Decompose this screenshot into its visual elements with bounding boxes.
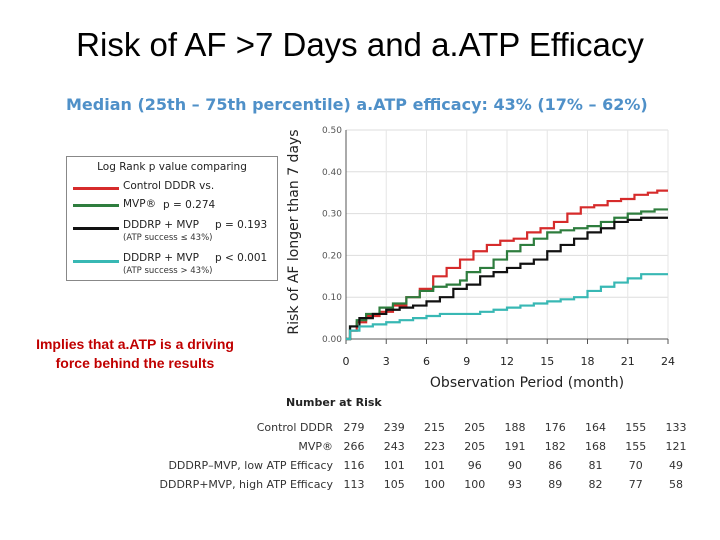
x-tick-label: 0 (343, 355, 350, 368)
risk-cell: 70 (629, 459, 643, 472)
x-tick-label: 6 (423, 355, 430, 368)
risk-cell: 188 (505, 421, 526, 434)
risk-cell: 96 (468, 459, 482, 472)
legend-header: Log Rank p value comparing (97, 161, 247, 173)
risk-cell: 105 (384, 478, 405, 491)
risk-cell: 116 (344, 459, 365, 472)
legend-mvp-pvalue: p = 0.274 (163, 199, 216, 211)
series-line-3 (346, 273, 668, 341)
risk-cell: 49 (669, 459, 683, 472)
legend-low-atp-label: DDDRP + MVP (123, 219, 199, 231)
risk-cell: 182 (545, 440, 566, 453)
risk-cell: 133 (666, 421, 687, 434)
x-tick-label: 21 (621, 355, 635, 368)
risk-cell: 243 (384, 440, 405, 453)
x-tick-label: 9 (463, 355, 470, 368)
legend-high-atp-pvalue: p < 0.001 (215, 252, 268, 264)
risk-cell: 176 (545, 421, 566, 434)
y-tick-label: 0.00 (322, 335, 342, 345)
chart-legend: Log Rank p value comparing Control DDDR … (66, 156, 278, 281)
y-tick-label: 0.20 (322, 251, 342, 261)
risk-cell: 82 (589, 478, 603, 491)
slide-title: Risk of AF >7 Days and a.ATP Efficacy (76, 26, 644, 63)
x-tick-label: 18 (581, 355, 595, 368)
risk-cell: 100 (464, 478, 485, 491)
y-tick-label: 0.10 (322, 293, 342, 303)
note-line-1: Implies that a.ATP is a driving (36, 336, 234, 352)
y-axis-label: Risk of AF longer than 7 days (286, 129, 302, 334)
y-tick-label: 0.30 (322, 210, 342, 220)
axes: 0.00 0.10 0.20 0.30 0.40 0.50 0 3 6 9 12 15 18 21 24 (322, 126, 675, 368)
risk-cell: 89 (548, 478, 562, 491)
risk-cell: 279 (344, 421, 365, 434)
legend-swatch-high-atp (73, 260, 119, 263)
risk-cell: 93 (508, 478, 522, 491)
risk-table-header: Number at Risk (286, 396, 382, 409)
risk-cell: 81 (589, 459, 603, 472)
chart-subtitle: Median (25th – 75th percentile) a.ATP ef… (66, 95, 648, 114)
note-line-2: force behind the results (55, 355, 215, 371)
risk-cell: 58 (669, 478, 683, 491)
legend-swatch-mvp (73, 204, 119, 207)
risk-cell: 155 (625, 421, 646, 434)
series-group (346, 189, 668, 341)
risk-cell: 86 (548, 459, 562, 472)
risk-row-label: DDDRP+MVP, high ATP Efficacy (160, 478, 334, 491)
risk-cell: 205 (464, 440, 485, 453)
x-tick-label: 15 (540, 355, 554, 368)
series-line-1 (346, 208, 668, 341)
legend-low-atp-sub: (ATP success ≤ 43%) (123, 233, 213, 243)
legend-swatch-low-atp (73, 227, 119, 230)
legend-low-atp-pvalue: p = 0.193 (215, 219, 268, 231)
number-at-risk-table: Number at Risk Control DDDR 279 239 215 205 18… (160, 396, 687, 491)
risk-cell: 100 (424, 478, 445, 491)
x-tick-label: 12 (500, 355, 514, 368)
risk-cell: 90 (508, 459, 522, 472)
risk-cell: 77 (629, 478, 643, 491)
x-tick-label: 24 (661, 355, 675, 368)
risk-cell: 266 (344, 440, 365, 453)
legend-control-label: Control DDDR vs. (123, 180, 215, 192)
risk-row-label: MVP® (298, 440, 333, 453)
legend-high-atp-label: DDDRP + MVP (123, 252, 199, 264)
risk-row-label: Control DDDR (257, 421, 334, 434)
risk-cell: 239 (384, 421, 405, 434)
legend-mvp-label: MVP® (123, 198, 157, 210)
risk-cell: 101 (384, 459, 405, 472)
risk-cell: 205 (464, 421, 485, 434)
y-tick-label: 0.50 (322, 126, 342, 136)
risk-cell: 113 (344, 478, 365, 491)
risk-cell: 223 (424, 440, 445, 453)
x-axis-label: Observation Period (month) (430, 375, 624, 391)
risk-cell: 164 (585, 421, 606, 434)
risk-cell: 155 (625, 440, 646, 453)
risk-cell: 168 (585, 440, 606, 453)
risk-cell: 215 (424, 421, 445, 434)
y-tick-label: 0.40 (322, 168, 342, 178)
series-line-2 (346, 216, 668, 341)
x-tick-label: 3 (383, 355, 390, 368)
risk-cell: 191 (505, 440, 526, 453)
risk-row-label: DDDRP–MVP, low ATP Efficacy (168, 459, 333, 472)
risk-cell: 101 (424, 459, 445, 472)
implication-note: Implies that a.ATP is a driving force be… (4, 335, 266, 373)
risk-cell: 121 (666, 440, 687, 453)
legend-swatch-control (73, 187, 119, 190)
legend-high-atp-sub: (ATP success > 43%) (123, 266, 213, 276)
